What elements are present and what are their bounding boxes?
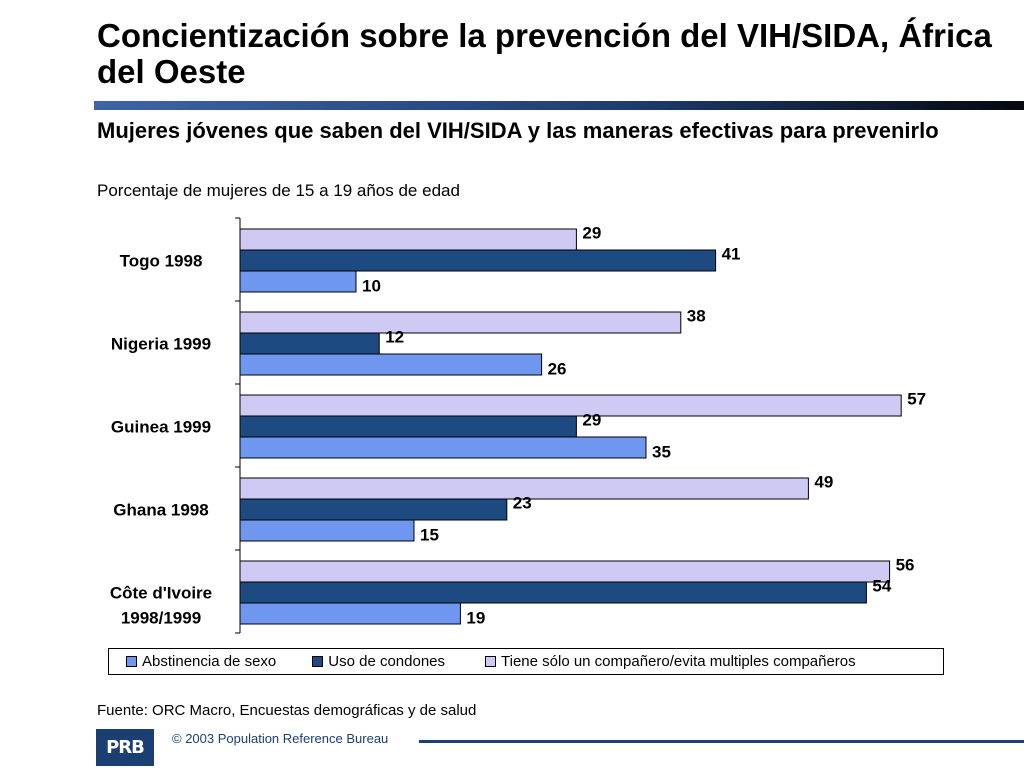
chart-note: Porcentaje de mujeres de 15 a 19 años de… — [97, 181, 460, 200]
bar-abstinencia-1 — [239, 353, 543, 376]
bar-pareja-3 — [239, 477, 809, 500]
bar-condones-4 — [239, 581, 867, 604]
chart-legend: Abstinencia de sexo Uso de condones Tien… — [108, 648, 944, 675]
bar-pareja-0 — [239, 228, 577, 251]
category-label-1: Nigeria 1999 — [111, 335, 211, 354]
data-label-pareja-1: 38 — [687, 307, 706, 326]
legend-item-abstinencia: Abstinencia de sexo — [126, 653, 276, 670]
bar-pareja-4 — [239, 560, 891, 583]
category-label-2: Guinea 1999 — [111, 418, 211, 437]
prb-logo: PRB — [96, 729, 154, 766]
page-title: Concientización sobre la prevención del … — [97, 17, 992, 90]
data-label-pareja-3: 49 — [814, 473, 833, 492]
legend-swatch-abstinencia — [126, 656, 137, 667]
bar-abstinencia-2 — [239, 436, 647, 459]
source-note: Fuente: ORC Macro, Encuestas demográfica… — [97, 702, 477, 719]
title-gradient-bar — [94, 101, 1024, 110]
data-label-abstinencia-4: 19 — [466, 609, 485, 628]
data-label-abstinencia-1: 26 — [548, 360, 567, 379]
category-label-0: Togo 1998 — [120, 252, 203, 271]
data-label-pareja-2: 57 — [907, 390, 926, 409]
bar-pareja-1 — [239, 311, 682, 334]
data-label-pareja-0: 29 — [582, 224, 601, 243]
data-label-abstinencia-0: 10 — [362, 277, 381, 296]
data-label-pareja-4: 56 — [896, 556, 915, 575]
bar-condones-2 — [239, 415, 577, 438]
data-label-condones-4: 54 — [872, 577, 891, 596]
data-label-condones-0: 41 — [722, 245, 741, 264]
bar-condones-1 — [239, 332, 380, 355]
bar-condones-0 — [239, 249, 717, 272]
data-label-condones-2: 29 — [582, 411, 601, 430]
bar-abstinencia-0 — [239, 270, 357, 293]
category-label-4: Côte d'Ivoire — [110, 584, 212, 603]
data-label-condones-1: 12 — [385, 328, 404, 347]
category-label-4-line2: 1998/1999 — [121, 609, 201, 628]
bar-chart: 29 41 10 Togo 1998 38 12 26 Nigeria 1999 57 29 35 G… — [110, 217, 926, 634]
bar-pareja-2 — [239, 394, 902, 417]
bar-condones-3 — [239, 498, 508, 521]
copyright-text: © 2003 Population Reference Bureau — [172, 731, 389, 746]
legend-item-pareja: Tiene sólo un compañero/evita multiples … — [485, 653, 856, 670]
data-label-condones-3: 23 — [513, 494, 532, 513]
legend-swatch-pareja — [485, 656, 497, 667]
legend-swatch-condones — [312, 656, 324, 667]
legend-label-pareja: Tiene sólo un compañero/evita multiples … — [501, 653, 856, 670]
category-label-3: Ghana 1998 — [113, 501, 208, 520]
bar-abstinencia-4 — [239, 602, 461, 625]
legend-item-condones: Uso de condones — [312, 653, 445, 670]
bar-abstinencia-3 — [239, 519, 415, 542]
footer-rule — [419, 740, 1024, 743]
chart-subtitle: Mujeres jóvenes que saben del VIH/SIDA y… — [97, 118, 939, 143]
data-label-abstinencia-3: 15 — [420, 526, 439, 545]
legend-label-abstinencia: Abstinencia de sexo — [142, 653, 277, 670]
legend-label-condones: Uso de condones — [328, 653, 446, 670]
data-label-abstinencia-2: 35 — [652, 443, 671, 462]
